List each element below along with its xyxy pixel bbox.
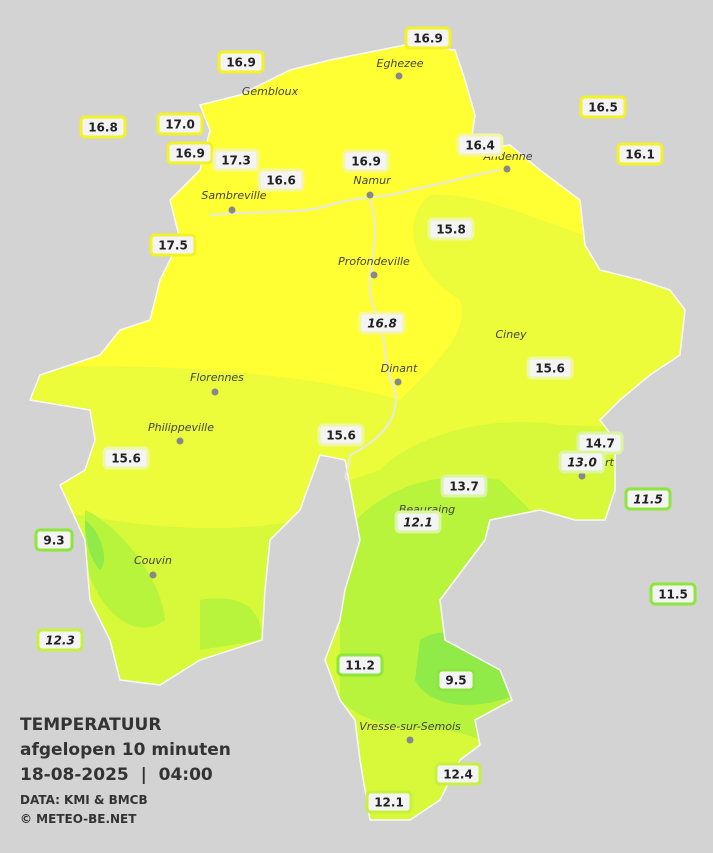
map-title: TEMPERATUUR: [20, 715, 161, 735]
station-box: [342, 149, 390, 173]
station-temperature: 12.3: [45, 634, 75, 648]
station-box: [79, 115, 127, 139]
station-box: [394, 510, 442, 534]
city-dot: [578, 472, 586, 480]
city-dot: [395, 72, 403, 80]
station-temperature: 16.8: [88, 121, 118, 135]
station-box: [336, 653, 384, 677]
station-box: [558, 450, 606, 474]
credit: © METEO-BE.NET: [20, 812, 137, 826]
station-box: [358, 311, 406, 335]
city-dot: [366, 191, 374, 199]
city-label: Namur: [353, 174, 392, 187]
city-label: Sambreville: [201, 189, 266, 202]
station-box: [436, 668, 476, 692]
city-dot: [503, 165, 511, 173]
station-temperature: 17.5: [158, 239, 188, 253]
map-subtitle: afgelopen 10 minuten: [20, 740, 231, 760]
city-label: Ciney: [496, 328, 527, 341]
city-label: Philippeville: [148, 421, 214, 434]
city-dot: [176, 437, 184, 445]
station-temperature: 12.4: [443, 768, 473, 782]
city-label: Gembloux: [242, 85, 299, 98]
station-temperature: 16.9: [226, 56, 256, 70]
station-temperature: 13.0: [567, 456, 597, 470]
station-temperature: 12.1: [403, 516, 433, 530]
station-box: [217, 50, 265, 74]
station-temperature: 17.3: [221, 154, 251, 168]
station-temperature: 11.2: [345, 659, 375, 673]
station-temperature: 16.9: [175, 147, 205, 161]
station-temperature: 15.6: [111, 452, 141, 466]
station-temperature: 15.6: [535, 362, 565, 376]
station-box: [149, 233, 197, 257]
station-box: [456, 133, 504, 157]
data-source: DATA: KMI & BMCB: [20, 793, 148, 807]
station-box: [365, 790, 413, 814]
station-temperature: 16.1: [625, 148, 655, 162]
city-label: Vresse-sur-Semois: [359, 720, 461, 733]
station-temperature: 11.5: [658, 588, 688, 602]
city-dot: [211, 388, 219, 396]
city-label: Eghezee: [377, 57, 424, 70]
station-temperature: 9.5: [445, 674, 466, 688]
city-label: Profondeville: [338, 255, 410, 268]
station-box: [616, 142, 664, 166]
station-temperature: 13.7: [449, 480, 479, 494]
city-dot: [394, 378, 402, 386]
station-temperature: 15.8: [436, 223, 466, 237]
city-dot: [370, 271, 378, 279]
station-temperature: 11.5: [633, 493, 663, 507]
station-temperature: 16.8: [367, 317, 397, 331]
city-dot: [406, 736, 414, 744]
station-temperature: 12.1: [374, 796, 404, 810]
station-box: [257, 168, 305, 192]
station-box: [156, 112, 204, 136]
station-box: [34, 528, 74, 552]
station-temperature: 16.6: [266, 174, 296, 188]
river: [209, 169, 501, 481]
station-box: [579, 95, 627, 119]
city-dot: [149, 571, 157, 579]
city-label: Dinant: [381, 362, 418, 375]
station-box: [166, 141, 214, 165]
station-box: [434, 762, 482, 786]
station-box: [440, 474, 488, 498]
city-label: Couvin: [134, 554, 172, 567]
station-box: [317, 423, 365, 447]
station-box: [36, 628, 84, 652]
station-temperature: 16.4: [465, 139, 495, 153]
station-temperature: 15.6: [326, 429, 356, 443]
station-box: [526, 356, 574, 380]
station-temperature: 16.9: [413, 32, 443, 46]
station-box: [427, 217, 475, 241]
station-temperature: 16.9: [351, 155, 381, 169]
station-box: [102, 446, 150, 470]
station-temperature: 17.0: [165, 118, 195, 132]
station-temperature: 9.3: [43, 534, 64, 548]
station-box: [624, 487, 672, 511]
map-datetime: 18-08-2025 | 04:00: [20, 765, 213, 785]
station-temperature: 16.5: [588, 101, 618, 115]
station-box: [212, 148, 260, 172]
station-temperature: 14.7: [585, 437, 615, 451]
city-label: Florennes: [190, 371, 244, 384]
station-box: [404, 26, 452, 50]
city-dot: [228, 206, 236, 214]
station-box: [649, 582, 697, 606]
